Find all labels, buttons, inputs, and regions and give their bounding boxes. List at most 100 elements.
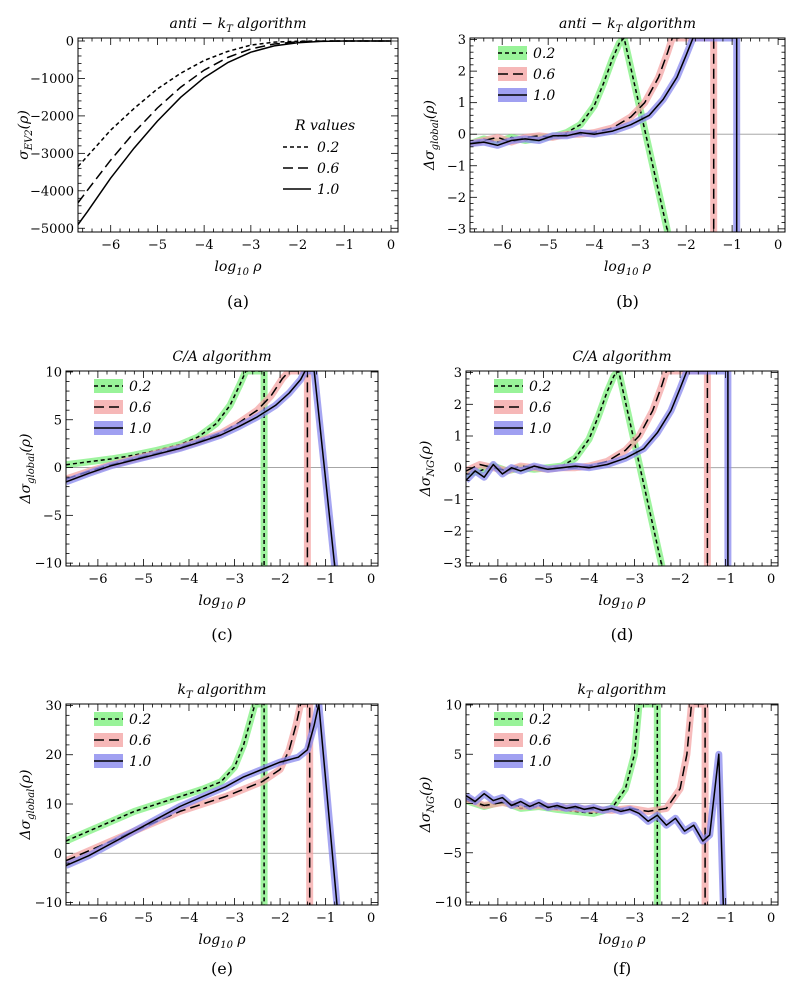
panel-b-xtick-label: −5	[539, 238, 558, 253]
panel-d-xtick-label: −4	[579, 572, 598, 587]
panel-b-ylabel: Δσglobal(ρ)	[422, 100, 441, 171]
panel-f-xtick-label: −3	[625, 911, 644, 926]
panel-f-ytick-label: −5	[443, 846, 462, 861]
panel-e-xtick-label: 0	[367, 911, 375, 926]
panel-d-series-1.0	[466, 371, 729, 566]
panel-c-ylabel-arg: (ρ)	[18, 433, 34, 452]
panel-a-ytick-label: −3000	[30, 147, 74, 162]
panel-f-xtick-label: −5	[534, 911, 553, 926]
panel-f-title: kT algorithm	[578, 682, 667, 701]
panel-b-xlabel: log10 ρ	[604, 259, 652, 278]
panel-b-ytick-label: 3	[458, 33, 466, 48]
panel-c-xlabel-base: 10	[220, 601, 233, 612]
panel-a-title-sub: T	[226, 24, 234, 35]
panel-e-ytick-label: −10	[35, 896, 62, 911]
panel-e-legend-swatch-0.6	[94, 733, 123, 747]
panel-f-legend-label-0.2: 0.2	[529, 712, 551, 728]
panel-c-ytick-label: 0	[54, 461, 62, 476]
panel-b-legend-label-0.6: 0.6	[533, 67, 555, 83]
panel-c-xtick-label: −5	[134, 572, 153, 587]
panel-d-legend-label-0.2: 0.2	[529, 379, 551, 395]
panel-a-xtick-label: 0	[387, 238, 395, 253]
panel-d-xtick-label: −3	[625, 572, 644, 587]
panel-b-series-1.0	[470, 38, 738, 232]
panel-f-frame	[465, 703, 779, 906]
panel-f-ytick-label: 5	[454, 748, 462, 763]
panel-d-legend-label-1.0: 1.0	[529, 421, 551, 437]
panel-e-xtick-label: −4	[179, 911, 198, 926]
panel-e-xtick-label: −6	[88, 911, 107, 926]
panel-c-legend-swatch-0.6	[94, 400, 123, 414]
panel-a-series-1.0	[78, 40, 391, 225]
panel-d-xlabel-base: 10	[620, 601, 633, 612]
panel-b-xtick-label: −6	[493, 238, 512, 253]
panel-d-legend-label-0.6: 0.6	[529, 400, 551, 416]
panel-d-ytick-label: −1	[443, 493, 462, 508]
panel-f-legend-label-1.0: 1.0	[529, 754, 551, 770]
panel-a-legend-title: R values	[294, 118, 355, 134]
panel-c-ylabel: Δσglobal(ρ)	[18, 433, 37, 504]
panel-f-title-main: k	[578, 682, 586, 698]
panel-a-xlabel-log: log	[214, 259, 236, 275]
panel-d-caption: (d)	[611, 625, 634, 644]
panel-a-xlabel-var: ρ	[249, 259, 262, 275]
panel-f-ylabel-sub: NG	[426, 796, 437, 814]
panel-f-xlabel-base: 10	[620, 940, 633, 951]
panel-a-xlabel: log10 ρ	[214, 259, 262, 278]
panel-b-ytick-label: 1	[458, 96, 466, 111]
panel-c-series-1.0	[66, 371, 336, 566]
panel-e-ylabel: Δσglobal(ρ)	[18, 769, 37, 840]
panel-c-xlabel-log: log	[198, 593, 220, 609]
panel-f-legend: 0.2 0.6 1.0	[494, 712, 551, 770]
panel-e-title-main: k	[178, 682, 186, 698]
panel-d-xtick-label: −1	[716, 572, 735, 587]
panel-e-frame	[65, 703, 379, 906]
panel-e-ytick-label: 20	[45, 748, 62, 763]
panel-b-xtick-label: −2	[677, 238, 696, 253]
panel-e-title-sub: T	[186, 690, 194, 701]
panel-d-series	[466, 371, 732, 566]
panel-a-ylabel: σEV2(ρ)	[16, 110, 35, 160]
panel-a-ytick-label: −2000	[30, 109, 74, 124]
panel-c-legend-label-0.6: 0.6	[129, 400, 151, 416]
panel-b-ylabel-arg: (ρ)	[422, 100, 438, 119]
panel-c-xlabel: log10 ρ	[198, 593, 246, 612]
panel-f-xtick-label: −2	[670, 911, 689, 926]
panel-a-legend-label-0.6: 0.6	[317, 161, 339, 177]
panel-f-legend-label-0.6: 0.6	[529, 733, 551, 749]
panel-c-caption: (c)	[211, 625, 232, 644]
panel-e-xlabel-var: ρ	[233, 932, 246, 948]
panel-e-xlabel: log10 ρ	[198, 932, 246, 951]
panel-a-ytick-label: −5000	[30, 222, 74, 237]
panel-e-ytick-label: 30	[45, 699, 62, 714]
panel-e-title-rest: algorithm	[193, 682, 267, 698]
panel-e-title: kT algorithm	[178, 682, 267, 701]
panel-f-xlabel-log: log	[598, 932, 620, 948]
panel-b-xtick-label: 0	[774, 238, 782, 253]
panel-c-xtick-label: 0	[367, 572, 375, 587]
panel-c-xtick-label: −6	[88, 572, 107, 587]
panel-d-xlabel-var: ρ	[633, 593, 646, 609]
panel-b-legend: 0.2 0.6 1.0	[498, 46, 555, 104]
panel-d-xlabel: log10 ρ	[598, 593, 646, 612]
panel-a-title: anti − kT algorithm	[169, 16, 306, 35]
panel-d-ytick-label: 1	[454, 430, 462, 445]
panel-b-xlabel-base: 10	[626, 267, 639, 278]
panel-c-xtick-label: −1	[316, 572, 335, 587]
panel-d-ylabel-sub: NG	[426, 460, 437, 478]
panel-a-series	[78, 40, 391, 225]
panel-b-xtick-label: −4	[585, 238, 604, 253]
panel-c-ylabel-sub: global	[26, 453, 37, 484]
panel-e-legend: 0.2 0.6 1.0	[94, 712, 151, 770]
panel-e-ylabel-main: Δσ	[18, 819, 34, 840]
panel-d-xtick-label: −6	[488, 572, 507, 587]
panel-e-ytick-label: 10	[45, 798, 62, 813]
panel-f-series-1.0	[466, 753, 725, 905]
panel-d-ylabel-main: Δσ	[418, 476, 434, 497]
panel-a-ytick-label: 0	[66, 34, 74, 49]
panel-f-xlabel: log10 ρ	[598, 932, 646, 951]
panel-a-caption: (a)	[227, 292, 249, 311]
